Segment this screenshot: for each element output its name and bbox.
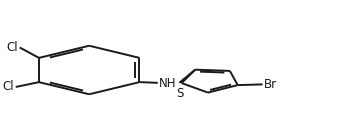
Text: Br: Br	[264, 78, 277, 91]
Text: NH: NH	[159, 77, 177, 90]
Text: Cl: Cl	[7, 41, 19, 54]
Text: Cl: Cl	[3, 80, 14, 94]
Text: S: S	[176, 87, 184, 100]
